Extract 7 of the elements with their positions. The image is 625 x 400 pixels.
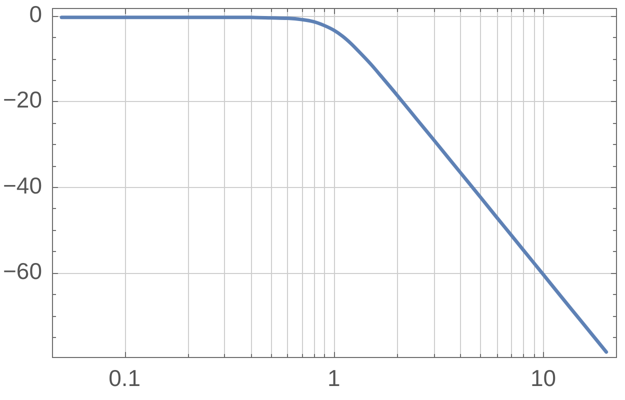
y-tick-label: −40 — [2, 172, 42, 198]
y-tick-label: 0 — [29, 1, 42, 28]
x-tick-label: 1 — [328, 365, 340, 392]
y-tick-label: −60 — [2, 258, 42, 284]
x-tick-label: 10 — [530, 365, 556, 392]
x-tick-label: 0.1 — [108, 365, 141, 392]
y-tick-label: −20 — [2, 86, 42, 113]
